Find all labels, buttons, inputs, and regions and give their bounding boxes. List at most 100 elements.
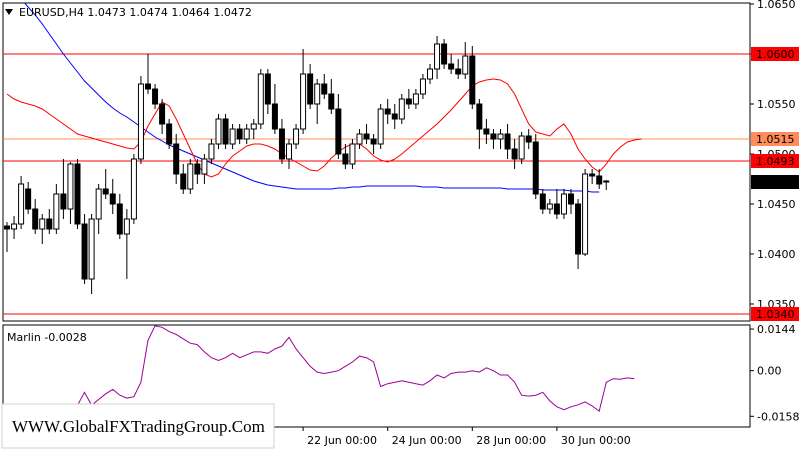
candle [137,76,144,164]
candle-body-bear [476,103,483,130]
candle [511,139,518,169]
candle [546,199,553,214]
candle-body-bear [525,135,532,143]
candle [476,99,483,149]
candle [257,69,264,129]
candle-body-bear [264,73,271,105]
candle-body-bear [483,128,490,135]
candle-body-bear [328,93,335,110]
candle-body-bear [46,218,53,230]
level-price-labels: 1.0600 1.0515 1.0493 1.0340 [751,47,799,321]
candle-body-bear [109,193,116,205]
candle [222,114,229,149]
candle-body-bull [67,163,74,210]
price-tick-label: 1.0550 [757,98,796,111]
candle-body-bear [236,128,243,140]
candle-body-bear [116,203,123,235]
dropdown-triangle-icon[interactable] [5,9,13,15]
candle [293,124,300,149]
candle [67,162,74,224]
candle [490,129,497,149]
candle-body-bull [201,158,208,175]
candle-body-bear [391,113,398,120]
candle-body-bear [152,88,159,105]
candle-body-bull [95,188,102,220]
candle-body-bear [278,128,285,160]
candle [363,124,370,144]
candle [427,64,433,84]
candle [518,132,525,164]
candle-body-bull [18,183,25,225]
candle-body-bull [314,83,321,105]
level-label: 1.0493 [756,155,795,168]
candlesticks [4,36,610,294]
candle-body-bear [405,98,412,105]
candle [483,119,490,144]
time-axis: 22 Jun 00:00 24 Jun 00:00 28 Jun 00:00 30 J… [302,427,631,447]
candle [469,46,476,109]
candle [74,159,81,229]
candle [243,124,250,144]
candle [95,184,102,234]
level-label: 1.0340 [756,308,795,321]
candle-body-bull [518,135,525,160]
candle-body-bear [504,133,511,150]
candle-body-bear [32,208,39,230]
candle [582,169,589,256]
level-label-bg [751,154,799,168]
candle [448,54,455,74]
watermark-box [1,403,275,449]
candle [300,49,307,134]
candle [596,169,603,189]
candle-body-bull [434,43,441,70]
price-tick-label: 1.0650 [757,0,796,11]
candle-body-bull [229,128,236,145]
candle [391,104,398,129]
candle [349,139,356,169]
candle [335,94,342,159]
time-tick-label: 24 Jun 00:00 [392,434,462,447]
candle-body-bull [130,158,137,220]
candle-body-bull [300,73,307,130]
candle-body-bear [25,188,32,210]
candle [250,119,257,139]
candle [229,124,236,149]
candle-body-bear [335,108,342,155]
candle [53,184,60,234]
indicator-axis: 0.0144 0.00 -0.0158 [750,323,799,423]
candle-body-bear [159,103,166,125]
candle [152,84,159,109]
ma-blue-line [23,3,600,193]
candle [208,139,215,164]
candle-body-bear [166,123,173,145]
candle [286,139,292,169]
candle [236,124,243,144]
main-panel-frame [2,2,751,322]
candle [109,179,116,214]
candle [412,89,419,109]
candle-body-bull [250,123,257,130]
candle-body-bull [560,193,567,215]
candle-body-bull [243,128,250,140]
candle [25,182,32,214]
candle-body-bull [39,218,46,230]
candle-body-bear [384,108,391,115]
candle-body-bear [145,83,151,90]
candle [130,154,137,224]
candle [123,209,130,279]
candle-body-bull [53,193,60,230]
candle-body-bear [575,203,582,255]
candle [39,214,46,244]
level-label: 1.0600 [756,48,795,61]
candle [32,199,39,234]
candle [187,159,194,194]
marlin-line [6,325,635,418]
candle [560,189,567,219]
candle-body-bull [137,83,144,160]
candle-body-bear [342,153,349,165]
level-label-bg [751,307,799,321]
candle [4,222,10,252]
candle-body-bear [307,73,314,105]
candle-body-bear [321,83,328,95]
